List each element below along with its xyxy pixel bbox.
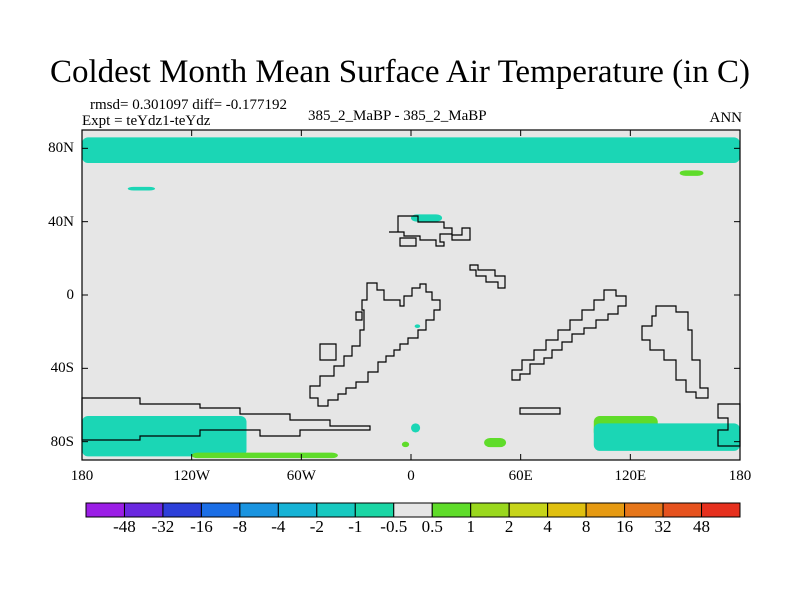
- x-tick-label: 0: [407, 468, 415, 484]
- coastline-africa-india: [511, 289, 627, 381]
- colorbar-label: -8: [232, 517, 247, 536]
- case-label: 385_2_MaBP - 385_2_MaBP: [308, 108, 487, 124]
- anomaly-region-8: [191, 452, 338, 459]
- colorbar-swatch: [701, 502, 741, 518]
- anomaly-region-12: [593, 423, 740, 451]
- colorbar-swatch: [624, 502, 664, 518]
- colorbar-swatch: [162, 502, 202, 518]
- x-tick-label: 120W: [173, 468, 210, 484]
- colorbar-swatch: [393, 502, 433, 518]
- coastline-north-africa-europe: [389, 215, 471, 247]
- colorbar-label: 2: [504, 517, 514, 536]
- colorbar-label: -16: [190, 517, 213, 536]
- anomaly-region-10: [484, 438, 507, 448]
- anomaly-region-4: [411, 214, 443, 222]
- colorbar-swatch: [239, 502, 279, 518]
- colorbar-label: 48: [693, 517, 711, 536]
- anomaly-region-3: [679, 170, 704, 176]
- season-label: ANN: [709, 110, 743, 126]
- colorbar-swatch: [585, 502, 626, 518]
- y-tick-label: 80N: [48, 140, 74, 157]
- continent-outlines: [81, 215, 741, 447]
- colorbar-label: -4: [271, 517, 286, 536]
- colorbar-label: 16: [616, 517, 634, 536]
- anomaly-region-5: [414, 324, 421, 328]
- colorbar-swatch: [85, 502, 125, 518]
- colorbar-label: 8: [581, 517, 591, 536]
- colorbar-swatch: [316, 502, 356, 518]
- colorbar-label: 4: [543, 517, 552, 536]
- coastline-arabia: [469, 264, 506, 289]
- anomaly-region-9: [401, 441, 410, 448]
- colorbar-label: 32: [654, 517, 672, 536]
- colorbar-swatch: [431, 502, 472, 518]
- y-tick-label: 40S: [50, 360, 74, 377]
- map-fill-layer: [82, 130, 740, 460]
- x-tick-label: 120E: [614, 468, 647, 484]
- coastline-australia: [641, 305, 709, 399]
- anomaly-region-7: [411, 423, 421, 433]
- coastline-small-island-2: [319, 343, 337, 361]
- map-axes: [81, 129, 741, 461]
- y-tick-label: 80S: [50, 433, 74, 450]
- colorbar-label: 1: [466, 517, 475, 536]
- x-tick-label: 180: [728, 468, 752, 484]
- coastline-southern-continent: [81, 397, 371, 441]
- experiment-label: Expt = teYdz1-teYdz: [82, 113, 211, 129]
- coastline-southern-rim: [519, 407, 561, 415]
- colorbar-swatch: [354, 502, 395, 518]
- colorbar-label: -1: [348, 517, 363, 536]
- colorbar-label: -2: [309, 517, 324, 536]
- colorbar-swatch: [508, 502, 549, 518]
- colorbar-swatch: [123, 502, 164, 518]
- colorbar-label: -32: [151, 517, 175, 536]
- x-tick-label: 60E: [508, 468, 533, 484]
- x-tick-label: 60W: [286, 468, 316, 484]
- anomaly-region-2: [127, 186, 156, 191]
- colorbar-label: -48: [113, 517, 136, 536]
- y-tick-label: 40N: [48, 213, 74, 230]
- colorbar-label: -0.5: [380, 517, 408, 536]
- x-tick-label: 180: [70, 468, 94, 484]
- coastline-iberia: [399, 237, 417, 247]
- colorbar-label: 0.5: [421, 517, 443, 536]
- colorbar-swatch: [547, 502, 587, 518]
- chart-title: Coldest Month Mean Surface Air Temperatu…: [50, 54, 750, 90]
- stats-line: rmsd= 0.301097 diff= -0.177192: [90, 97, 288, 113]
- y-tick-label: 0: [66, 287, 75, 303]
- coastline-small-island-1: [355, 311, 363, 321]
- colorbar: [85, 502, 741, 518]
- colorbar-swatch: [200, 502, 241, 518]
- anomaly-region-1: [82, 137, 740, 163]
- colorbar-swatch: [662, 502, 703, 518]
- coastline-south-america: [309, 282, 441, 407]
- colorbar-swatch: [277, 502, 318, 518]
- map-background: [82, 130, 740, 460]
- colorbar-swatch: [470, 502, 510, 518]
